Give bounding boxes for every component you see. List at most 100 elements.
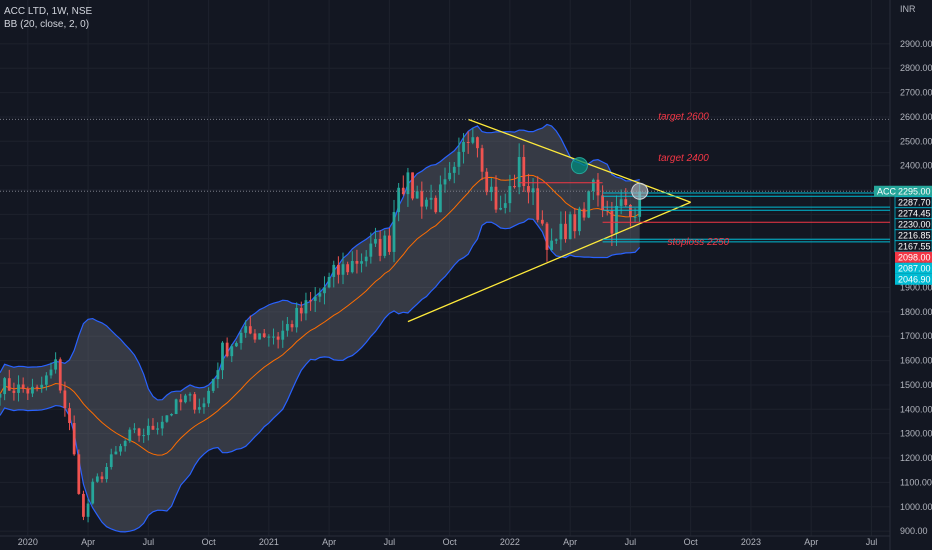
candle-body: [323, 287, 326, 294]
candle-body: [615, 205, 618, 234]
candle-body: [411, 172, 414, 199]
candle-body: [207, 390, 210, 404]
candle-body: [522, 156, 526, 187]
indicator-title[interactable]: BB (20, close, 2, 0): [4, 19, 90, 30]
price-badge: [874, 185, 932, 197]
price-badge-value: 2098.00: [898, 252, 931, 262]
candle-body: [415, 191, 419, 199]
candle-body: [239, 332, 243, 344]
candle-body: [591, 179, 595, 192]
candle-body: [517, 156, 521, 188]
candle-body: [619, 199, 623, 206]
candle-body: [494, 186, 498, 210]
candle-body: [35, 386, 39, 388]
candle-body: [420, 191, 424, 207]
time-axis[interactable]: 2020 Apr Jul Oct 2021 Apr Jul Oct 2022 Apr Jul Oct 2…: [18, 537, 877, 547]
candle-body: [95, 476, 99, 482]
candle-body: [281, 330, 285, 340]
candle-body: [364, 256, 368, 262]
candle-body: [596, 179, 600, 196]
candle-body: [401, 187, 405, 195]
candle-body: [156, 428, 159, 430]
candle-body: [151, 425, 155, 430]
candle-body: [374, 239, 377, 244]
currency-label: INR: [900, 4, 916, 14]
candle-body: [160, 421, 164, 429]
candle-body: [476, 137, 479, 149]
annotation-text: target 2600: [658, 111, 709, 122]
candle-body: [360, 261, 363, 264]
price-badge-value: 2087.00: [898, 263, 931, 273]
candle-body: [550, 240, 554, 250]
candle-body: [114, 451, 118, 455]
candle-body: [211, 379, 215, 391]
y-tick-label: 1100.00: [900, 477, 932, 487]
candle-body: [434, 197, 438, 213]
y-tick-label: 1800.00: [900, 307, 932, 317]
price-badge-symbol: ACC: [877, 186, 897, 196]
candle-body: [499, 207, 503, 210]
candle-body: [40, 384, 44, 388]
x-tick-label: Oct: [443, 537, 458, 547]
x-tick-label: Apr: [322, 537, 336, 547]
symbol-title[interactable]: ACC LTD, 1W, NSE: [4, 6, 93, 17]
candle-body: [332, 264, 336, 277]
candle-body: [554, 239, 558, 241]
candle-body: [327, 276, 331, 288]
candle-body: [276, 336, 280, 340]
candle-body: [559, 223, 563, 240]
lower-band: [0, 218, 641, 533]
candle-body: [568, 214, 572, 240]
price-badge-value: 2046.90: [898, 274, 931, 284]
candle-body: [188, 394, 192, 396]
annotation-text: stoploss 2250: [668, 237, 730, 248]
candle-body: [174, 399, 178, 415]
candle-body: [272, 336, 275, 338]
candle-body: [369, 243, 373, 257]
y-tick-label: 2900.00: [900, 39, 932, 49]
candle-body: [452, 166, 456, 173]
candle-body: [466, 141, 470, 143]
price-axis[interactable]: 900.00 1000.00 1100.00 1200.00 1300.00 1400.0…: [900, 39, 932, 536]
candle-body: [72, 422, 76, 455]
candle-body: [170, 414, 173, 416]
candle-body: [165, 415, 169, 422]
candle-body: [448, 172, 452, 180]
x-tick-label: 2021: [259, 537, 279, 547]
candle-body: [133, 428, 136, 430]
candle-body: [355, 261, 359, 264]
candle-body: [230, 346, 234, 357]
candle-body: [248, 326, 252, 334]
candle-body: [197, 407, 201, 410]
candle-body: [3, 378, 7, 395]
y-tick-label: 2500.00: [900, 136, 932, 146]
candle-body: [54, 359, 58, 370]
candle-body: [77, 454, 81, 494]
y-tick-label: 2600.00: [900, 112, 932, 122]
candle-body: [545, 223, 549, 250]
price-badge-value: 2274.45: [898, 208, 931, 218]
candle-body: [313, 296, 317, 301]
annotation-text: target 2400: [658, 153, 709, 164]
candle-body: [392, 212, 396, 252]
candle-body: [290, 324, 294, 328]
candle-body: [146, 425, 150, 436]
current-point-marker: [631, 182, 649, 200]
x-tick-label: Apr: [804, 537, 818, 547]
annotations: target 2600 target 2400 stoploss 2250: [658, 111, 729, 247]
candle-body: [573, 214, 577, 232]
candle-body: [100, 476, 104, 480]
candle-body: [44, 375, 48, 385]
y-tick-label: 1700.00: [900, 331, 932, 341]
y-tick-label: 2700.00: [900, 88, 932, 98]
candle-body: [633, 216, 637, 218]
y-tick-label: 2400.00: [900, 161, 932, 171]
candle-body: [629, 204, 632, 217]
candle-body: [350, 261, 354, 273]
candle-body: [253, 333, 257, 340]
touch-point-marker: [570, 157, 588, 175]
x-tick-label: 2020: [18, 537, 38, 547]
y-tick-label: 1300.00: [900, 429, 932, 439]
candle-body: [336, 264, 340, 275]
